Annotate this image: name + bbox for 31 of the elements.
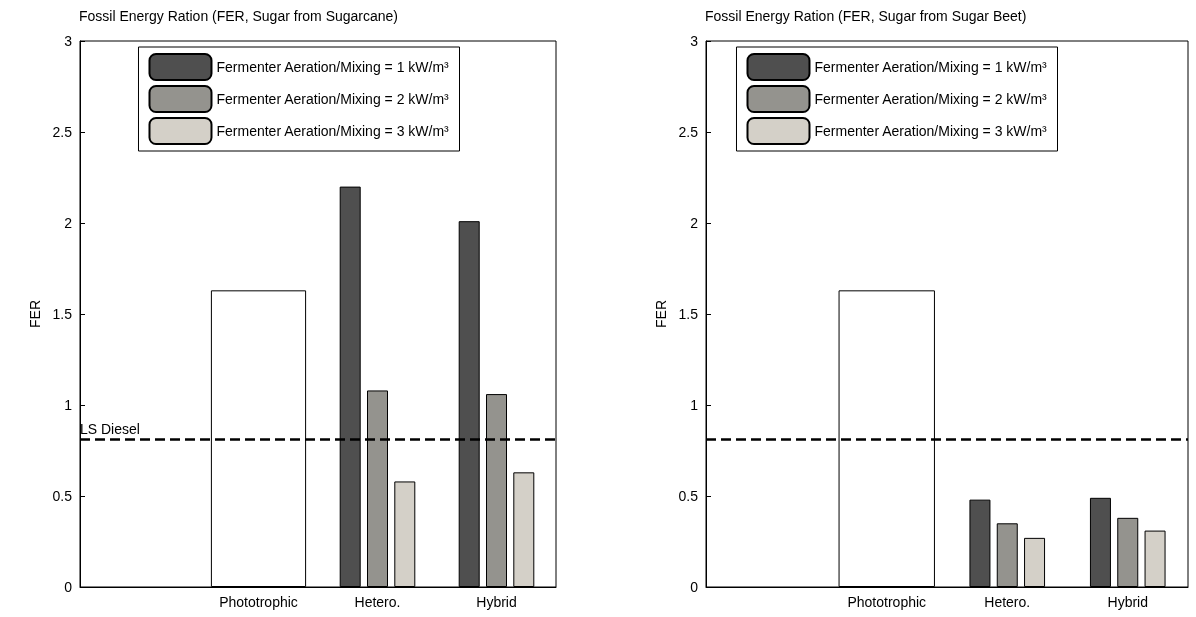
chart-title: Fossil Energy Ration (FER, Sugar from Sugar Beet)	[705, 8, 1027, 24]
x-tick-label: Phototrophic	[847, 594, 927, 610]
y-tick-label: 1.5	[678, 306, 699, 322]
x-tick-label: Phototrophic	[219, 594, 298, 610]
ref-line-label: LS Diesel	[80, 420, 140, 437]
y-tick-label: 2	[64, 215, 73, 231]
chart-title: Fossil Energy Ration (FER, Sugar from Sugarcane)	[79, 8, 399, 24]
y-tick-label: 0	[690, 579, 699, 595]
legend-label: Fermenter Aeration/Mixing = 1 kW/m³	[814, 59, 1048, 75]
x-tick-label: Hetero.	[984, 594, 1031, 610]
legend-label: Fermenter Aeration/Mixing = 3 kW/m³	[216, 123, 450, 139]
y-axis-title: FER	[26, 300, 43, 328]
y-tick-label: 1.5	[52, 306, 73, 322]
y-tick-label: 3	[690, 33, 699, 49]
y-tick-label: 3	[64, 33, 73, 49]
y-tick-label: 1	[64, 397, 73, 413]
y-tick-label: 0	[64, 579, 73, 595]
x-tick-label: Hybrid	[1107, 594, 1148, 610]
legend-label: Fermenter Aeration/Mixing = 2 kW/m³	[814, 91, 1048, 107]
y-tick-label: 1	[690, 397, 699, 413]
x-tick-label: Hetero.	[354, 594, 401, 610]
y-tick-label: 0.5	[52, 488, 73, 504]
legend-label: Fermenter Aeration/Mixing = 2 kW/m³	[216, 91, 450, 107]
y-tick-label: 2	[690, 215, 699, 231]
y-axis-title: FER	[652, 300, 669, 328]
y-tick-label: 0.5	[678, 488, 699, 504]
legend-label: Fermenter Aeration/Mixing = 3 kW/m³	[814, 123, 1048, 139]
y-tick-label: 2.5	[52, 124, 73, 140]
y-tick-label: 2.5	[678, 124, 699, 140]
x-tick-label: Hybrid	[476, 594, 517, 610]
legend-label: Fermenter Aeration/Mixing = 1 kW/m³	[216, 59, 450, 75]
